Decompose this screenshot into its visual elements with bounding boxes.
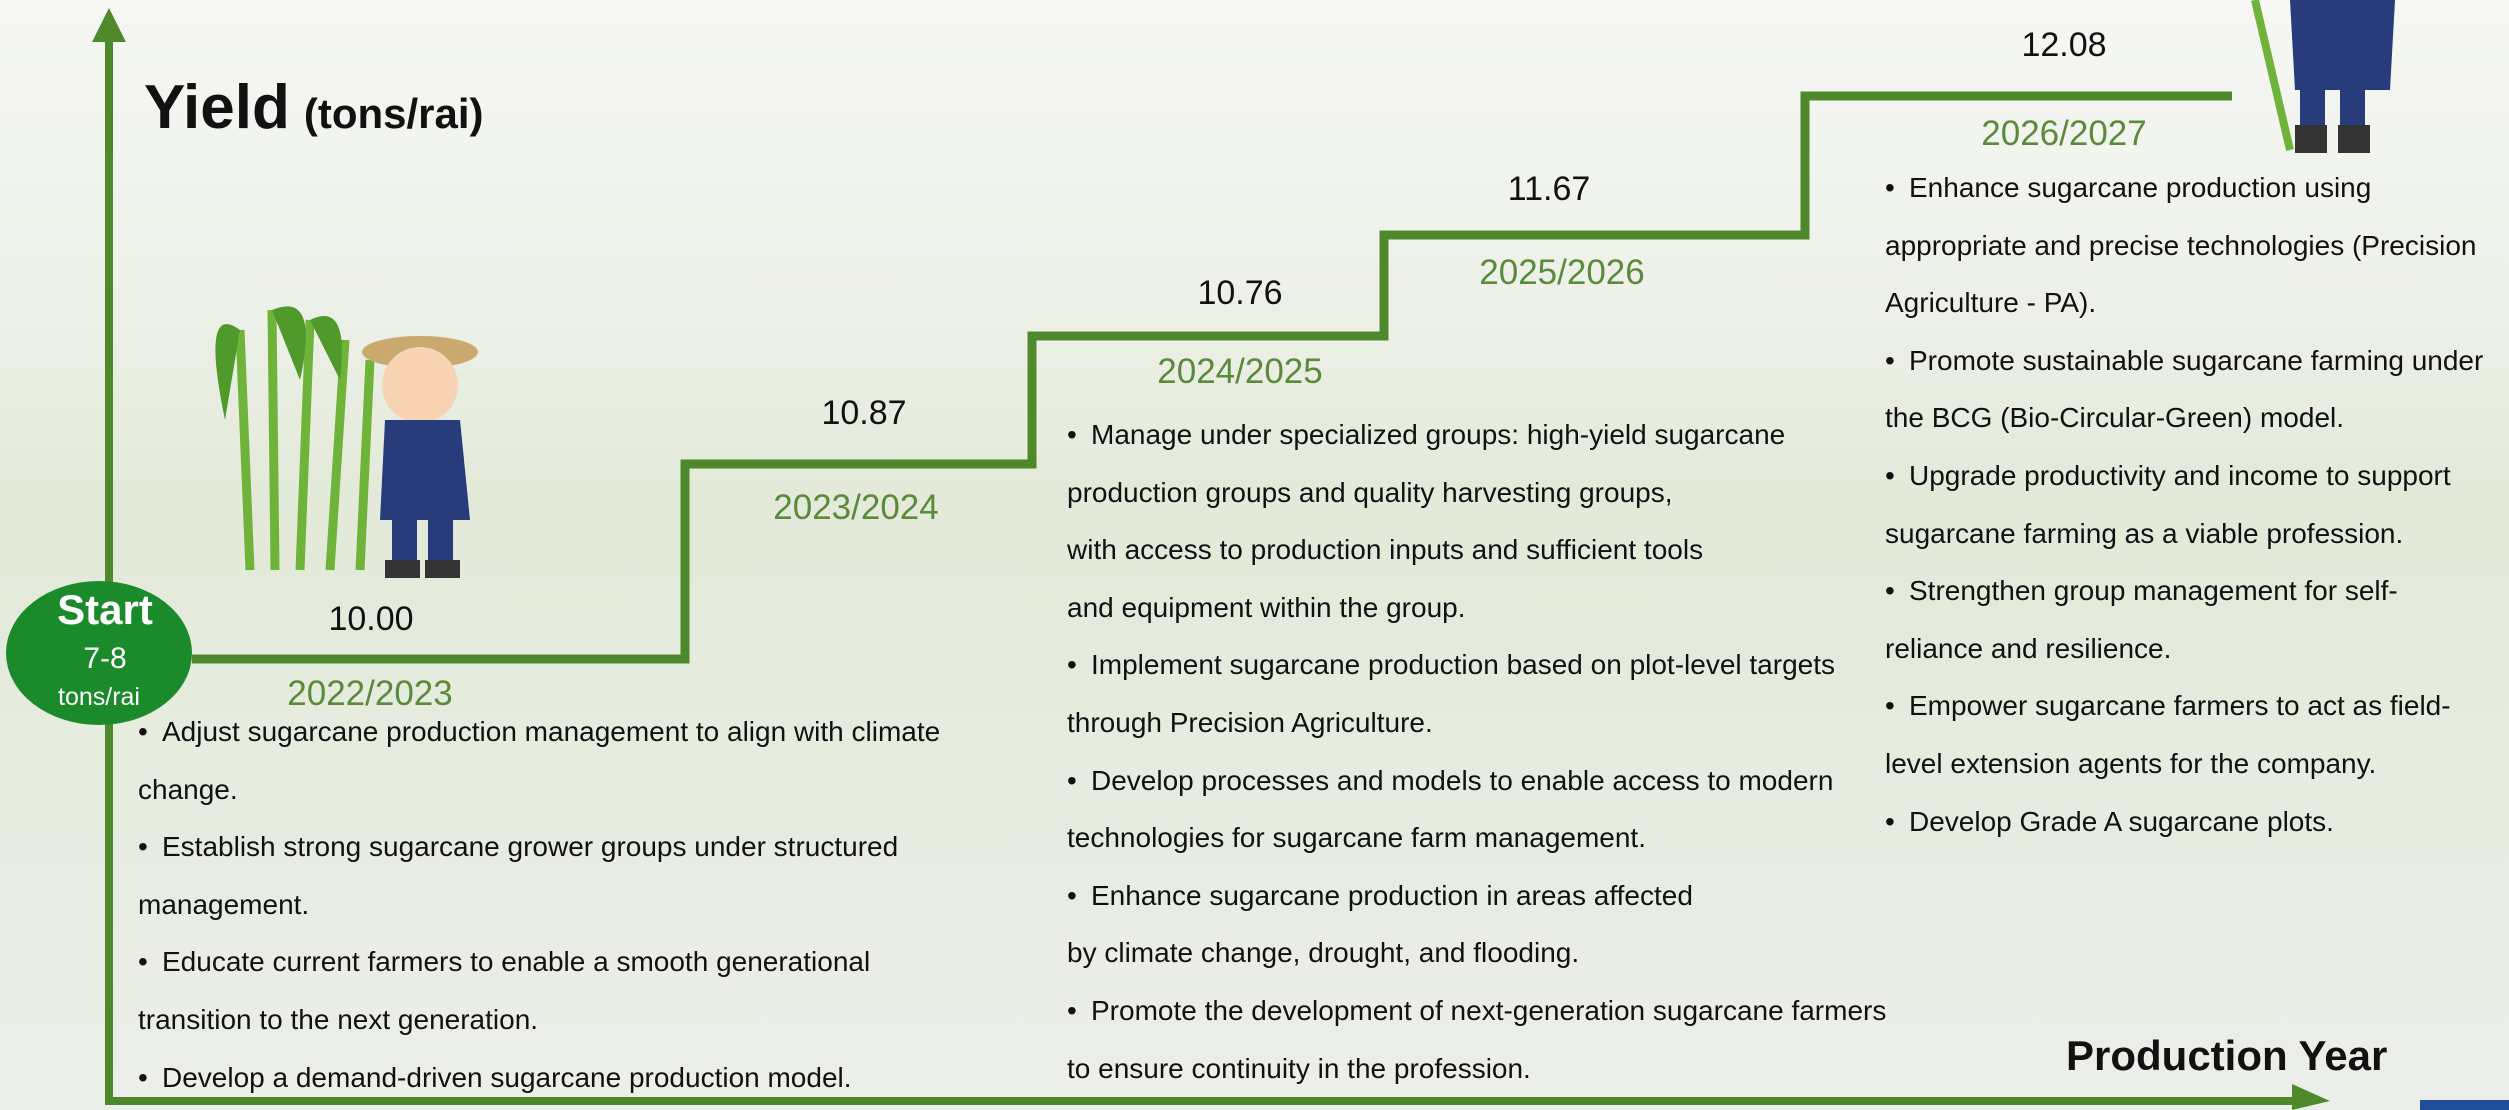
bullet-text: Establish strong sugarcane grower groups… bbox=[162, 831, 898, 863]
bullet-text: Strengthen group management for self- bbox=[1909, 575, 2398, 607]
bullet-text: level extension agents for the company. bbox=[1885, 748, 2376, 780]
bullet-text: Manage under specialized groups: high-yi… bbox=[1091, 419, 1785, 451]
start-unit: tons/rai bbox=[58, 683, 140, 711]
bullet-text: Enhance sugarcane production using bbox=[1909, 172, 2371, 204]
step-year: 2025/2026 bbox=[1479, 253, 1644, 293]
bullet-text: Promote the development of next-generati… bbox=[1091, 995, 1886, 1027]
step-year: 2022/2023 bbox=[287, 674, 452, 714]
bullet-text: Develop processes and models to enable a… bbox=[1091, 765, 1833, 797]
title-unit: (tons/rai) bbox=[304, 90, 484, 137]
title: Yield (tons/rai) bbox=[144, 73, 484, 142]
bullet-dot: • bbox=[138, 1062, 148, 1094]
bullet-text: Educate current farmers to enable a smoo… bbox=[162, 946, 870, 978]
bullet-dot: • bbox=[1067, 765, 1077, 797]
infographic: Start 7-8 tons/rai Yield (tons/rai) Produ… bbox=[0, 0, 2509, 1110]
farmer-illustration bbox=[215, 306, 478, 578]
bullet-dot: • bbox=[1067, 995, 1077, 1027]
bullet-text: transition to the next generation. bbox=[138, 1004, 538, 1036]
bullet-text: Enhance sugarcane production in areas af… bbox=[1091, 880, 1693, 912]
x-axis-arrow bbox=[2292, 1084, 2330, 1110]
bullet-text: reliance and resilience. bbox=[1885, 633, 2171, 665]
bullet-text: and equipment within the group. bbox=[1067, 592, 1466, 624]
step-year: 2024/2025 bbox=[1157, 352, 1322, 392]
bullet-text: with access to production inputs and suf… bbox=[1067, 534, 1703, 566]
start-label: Start bbox=[57, 586, 153, 633]
step-value: 10.00 bbox=[328, 600, 413, 639]
corner-logo bbox=[2420, 1100, 2509, 1110]
bullet-text: change. bbox=[138, 774, 238, 806]
bullet-dot: • bbox=[1067, 880, 1077, 912]
bullet-text: Implement sugarcane production based on … bbox=[1091, 649, 1835, 681]
bullet-text: Empower sugarcane farmers to act as fiel… bbox=[1909, 690, 2451, 722]
bullet-text: Promote sustainable sugarcane farming un… bbox=[1909, 345, 2483, 377]
title-text: Yield bbox=[144, 73, 290, 142]
bullet-text: Adjust sugarcane production management t… bbox=[162, 716, 940, 748]
step-year: 2023/2024 bbox=[773, 488, 938, 528]
bullet-text: Upgrade productivity and income to suppo… bbox=[1909, 460, 2451, 492]
bullet-dot: • bbox=[1885, 806, 1895, 838]
bullet-dot: • bbox=[1067, 649, 1077, 681]
bullet-dot: • bbox=[1885, 690, 1895, 722]
bullet-text: by climate change, drought, and flooding… bbox=[1067, 937, 1579, 969]
bullet-text: Agriculture - PA). bbox=[1885, 287, 2096, 319]
bullet-dot: • bbox=[1885, 172, 1895, 204]
bullet-text: production groups and quality harvesting… bbox=[1067, 477, 1673, 509]
step-year: 2026/2027 bbox=[1981, 114, 2146, 154]
bullet-text: technologies for sugarcane farm manageme… bbox=[1067, 822, 1646, 854]
bullet-dot: • bbox=[138, 946, 148, 978]
farmer-illustration-top bbox=[2255, 0, 2395, 153]
step-value: 11.67 bbox=[1508, 170, 1591, 209]
bullet-dot: • bbox=[1885, 460, 1895, 492]
bullet-dot: • bbox=[138, 831, 148, 863]
bullet-text: through Precision Agriculture. bbox=[1067, 707, 1433, 739]
x-axis-label: Production Year bbox=[2066, 1032, 2387, 1079]
step-value: 12.08 bbox=[2021, 26, 2106, 65]
bullet-text: to ensure continuity in the profession. bbox=[1067, 1053, 1531, 1085]
bullet-dot: • bbox=[1067, 419, 1077, 451]
bullet-text: the BCG (Bio-Circular-Green) model. bbox=[1885, 402, 2344, 434]
bullet-text: Develop a demand-driven sugarcane produc… bbox=[162, 1062, 852, 1094]
bullet-dot: • bbox=[1885, 345, 1895, 377]
bullet-text: management. bbox=[138, 889, 309, 921]
bullet-dot: • bbox=[138, 716, 148, 748]
bullet-text: appropriate and precise technologies (Pr… bbox=[1885, 230, 2476, 262]
start-value: 7-8 bbox=[83, 642, 126, 675]
y-axis-arrow bbox=[92, 8, 126, 42]
step-value: 10.76 bbox=[1197, 274, 1282, 313]
step-value: 10.87 bbox=[821, 394, 906, 433]
bullet-text: sugarcane farming as a viable profession… bbox=[1885, 518, 2403, 550]
bullet-dot: • bbox=[1885, 575, 1895, 607]
bullet-text: Develop Grade A sugarcane plots. bbox=[1909, 806, 2334, 838]
